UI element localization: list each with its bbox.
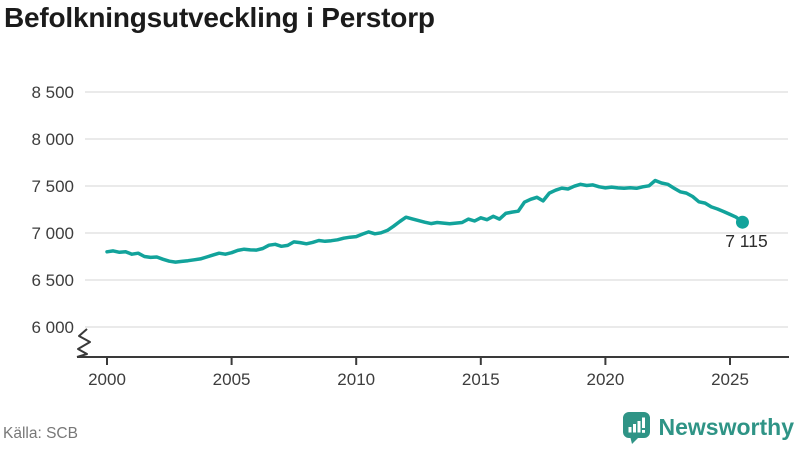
population-line [105, 178, 745, 264]
y-tick-label: 6 500 [31, 271, 74, 290]
latest-value-dot [735, 215, 749, 229]
newsworthy-logo[interactable]: Newsworthy [622, 411, 794, 444]
newsworthy-wordmark: Newsworthy [658, 414, 794, 440]
y-tick-label: 8 500 [31, 83, 74, 102]
chart-title: Befolkningsutveckling i Perstorp [4, 2, 435, 33]
latest-value-label: 7 115 [725, 231, 768, 251]
y-tick-label: 7 500 [31, 177, 74, 196]
x-tick-label: 2000 [88, 370, 126, 389]
newsworthy-bubble-chart-icon [622, 412, 650, 444]
y-tick-label: 6 000 [31, 318, 74, 337]
x-tick-label: 2010 [337, 370, 375, 389]
y-tick-label: 8 000 [31, 130, 74, 149]
x-tick-label: 2015 [462, 370, 500, 389]
x-tick-label: 2020 [586, 370, 624, 389]
x-tick-label: 2005 [213, 370, 251, 389]
x-tick-label: 2025 [711, 370, 749, 389]
y-tick-label: 7 000 [31, 224, 74, 243]
axis-break-zigzag [76, 328, 91, 358]
source-note: Källa: SCB [3, 425, 78, 442]
